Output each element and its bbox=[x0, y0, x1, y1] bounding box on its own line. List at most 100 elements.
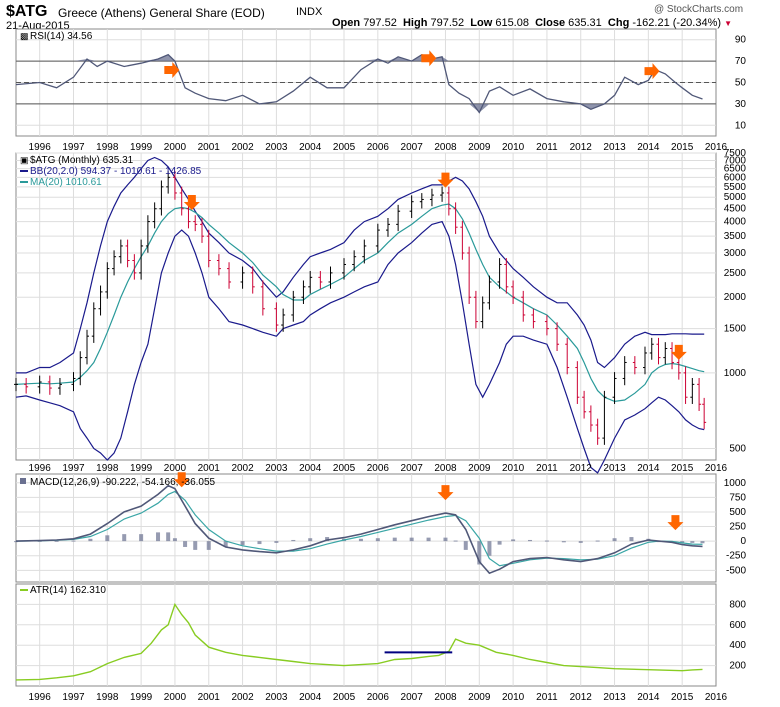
x-axis-tick-label: 2001 bbox=[198, 463, 221, 474]
macd-histogram-bar bbox=[308, 538, 313, 542]
close-value: 635.31 bbox=[568, 17, 602, 29]
price-y-tick-label: 3500 bbox=[724, 231, 747, 242]
x-axis-tick-label: 2000 bbox=[164, 463, 187, 474]
x-axis-tick-label: 2007 bbox=[401, 142, 424, 153]
macd-line bbox=[15, 484, 703, 575]
macd-histogram-bar bbox=[453, 540, 458, 542]
macd-histogram-bar bbox=[240, 541, 245, 546]
macd-histogram-bar bbox=[497, 541, 502, 545]
macd-histogram-bar bbox=[206, 541, 211, 550]
macd-histogram-bar bbox=[156, 532, 161, 542]
price-y-tick-label: 5500 bbox=[724, 182, 747, 193]
x-axis-tick-label: 2014 bbox=[637, 463, 660, 474]
macd-histogram-bar bbox=[166, 532, 171, 542]
macd-histogram-bar bbox=[680, 541, 685, 543]
x-axis-tick-label: 2010 bbox=[502, 142, 525, 153]
x-axis-tick-label: 2004 bbox=[299, 142, 322, 153]
macd-histogram-bar bbox=[426, 537, 431, 542]
chg-label: Chg bbox=[607, 17, 630, 29]
rsi-line bbox=[15, 53, 703, 114]
price-y-tick-label: 7000 bbox=[724, 156, 747, 167]
x-axis-tick-label: 2016 bbox=[705, 142, 728, 153]
x-axis-tick-label: 2011 bbox=[536, 692, 558, 703]
x-axis-tick-label: 2006 bbox=[367, 692, 390, 703]
x-axis-tick-label: 2000 bbox=[164, 692, 187, 703]
rsi-signal-arrow bbox=[421, 50, 437, 67]
x-axis-tick-label: 2014 bbox=[637, 692, 660, 703]
x-axis-tick-label: 1997 bbox=[62, 142, 85, 153]
x-axis-tick-label: 2015 bbox=[671, 463, 694, 474]
rsi-y-tick-label: 90 bbox=[735, 35, 747, 46]
macd-histogram-bar bbox=[561, 541, 566, 543]
macd-histogram-bar bbox=[193, 541, 198, 550]
x-axis-tick-label: 2008 bbox=[434, 142, 457, 153]
rsi-overbought-fill bbox=[16, 54, 703, 62]
chart-symbol: $ATG bbox=[6, 3, 48, 20]
macd-histogram-bar bbox=[528, 539, 533, 542]
macd-histogram-bar bbox=[595, 540, 600, 542]
price-signal-arrow bbox=[183, 194, 200, 210]
price-y-tick-label: 1000 bbox=[724, 368, 747, 379]
price-signal-arrow bbox=[670, 344, 687, 360]
macd-histogram-bar bbox=[375, 538, 380, 542]
x-axis-tick-label: 2015 bbox=[671, 692, 694, 703]
x-axis-tick-label: 2012 bbox=[570, 142, 593, 153]
x-axis-tick-label: 2001 bbox=[198, 142, 221, 153]
macd-y-tick-label: -250 bbox=[726, 551, 746, 562]
macd-histogram-bar bbox=[578, 541, 583, 543]
macd-histogram-bar bbox=[257, 541, 262, 545]
x-axis-tick-label: 1999 bbox=[130, 142, 153, 153]
x-axis-tick-label: 2001 bbox=[198, 692, 221, 703]
price-panel bbox=[15, 152, 717, 461]
x-axis-tick-label: 1997 bbox=[62, 692, 85, 703]
x-axis-tick-label: 2013 bbox=[603, 692, 626, 703]
close-label: Close bbox=[535, 17, 566, 29]
x-axis-tick-label: 2005 bbox=[333, 463, 356, 474]
macd-histogram-bar bbox=[477, 541, 482, 565]
macd-y-tick-label: 750 bbox=[729, 492, 746, 503]
rsi-y-tick-label: 30 bbox=[735, 99, 747, 110]
open-label: Open bbox=[332, 17, 361, 29]
macd-histogram-bar bbox=[463, 541, 468, 550]
x-axis-tick-label: 2009 bbox=[468, 463, 491, 474]
x-axis-tick-label: 2016 bbox=[705, 463, 728, 474]
x-axis-tick-label: 2009 bbox=[468, 142, 491, 153]
ma-legend: MA(20) 1010.61 bbox=[30, 177, 102, 188]
x-axis-tick-label: 1998 bbox=[96, 142, 119, 153]
rsi-y-tick-label: 50 bbox=[735, 78, 747, 89]
x-axis-tick-label: 2005 bbox=[333, 692, 356, 703]
macd-y-tick-label: 250 bbox=[729, 522, 746, 533]
legend-swatch: ▩ bbox=[20, 31, 29, 41]
price-y-tick-label: 4500 bbox=[724, 204, 747, 215]
price-legend: $ATG (Monthly) 635.31 bbox=[30, 155, 134, 166]
atr-legend: ATR(14) 162.310 bbox=[30, 585, 106, 596]
macd-histogram-bar bbox=[544, 540, 549, 542]
macd-signal-line bbox=[15, 490, 703, 567]
open-value: 797.52 bbox=[363, 17, 397, 29]
x-axis-tick-label: 2011 bbox=[536, 463, 558, 474]
x-axis-tick-label: 2010 bbox=[502, 463, 525, 474]
macd-histogram-bar bbox=[139, 534, 144, 542]
x-axis-tick-label: 2011 bbox=[536, 142, 558, 153]
macd-histogram-bar bbox=[54, 540, 59, 542]
price-y-tick-label: 2000 bbox=[724, 292, 747, 303]
x-axis-tick-label: 1997 bbox=[62, 463, 85, 474]
x-axis-tick-label: 2009 bbox=[468, 692, 491, 703]
x-axis-tick-label: 2008 bbox=[434, 463, 457, 474]
price-signal-arrow bbox=[437, 172, 454, 188]
macd-y-tick-label: 0 bbox=[740, 536, 746, 547]
x-axis-tick-label: 1996 bbox=[29, 692, 52, 703]
chg-value: -162.21 (-20.34%) bbox=[632, 17, 722, 29]
legend-swatch bbox=[20, 478, 26, 484]
price-y-tick-label: 3000 bbox=[724, 248, 747, 259]
x-axis-tick-label: 2007 bbox=[401, 463, 424, 474]
macd-histogram-bar bbox=[511, 539, 516, 542]
x-axis-tick-label: 1999 bbox=[130, 463, 153, 474]
macd-histogram-bar bbox=[700, 541, 705, 544]
macd-histogram-bar bbox=[487, 541, 492, 556]
x-axis-tick-label: 2012 bbox=[570, 463, 593, 474]
x-axis-tick-label: 2004 bbox=[299, 463, 322, 474]
price-y-tick-label: 7500 bbox=[724, 148, 747, 159]
atr-line bbox=[15, 602, 703, 681]
atr-y-tick-label: 800 bbox=[729, 599, 746, 610]
